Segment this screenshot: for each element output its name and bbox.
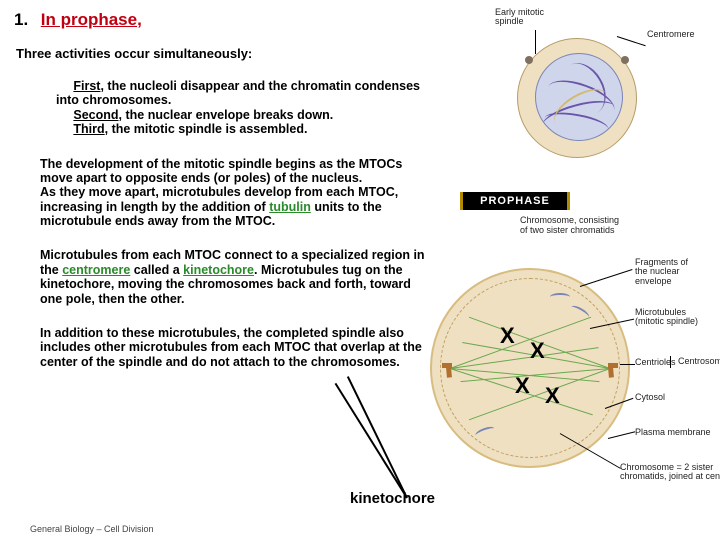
figure-prophase-large: X X X X Fragments of the nuclear envelop… xyxy=(430,258,710,508)
fig1-label-spindle: Early mitotic spindle xyxy=(495,8,565,27)
fig1-label-centromere: Centromere xyxy=(647,30,695,39)
fig2-label-chromosome: Chromosome = 2 sister chromatids, joined… xyxy=(620,463,720,482)
term-kinetochore: kinetochore xyxy=(183,263,254,277)
fig2-chromosome: X xyxy=(500,328,515,343)
kinetochore-pointer xyxy=(335,383,408,498)
prophase-banner: PROPHASE xyxy=(460,192,570,210)
title-number: 1. xyxy=(14,10,36,30)
fig1-nucleus xyxy=(535,53,623,141)
figure-prophase-small: Early mitotic spindle Centromere xyxy=(495,8,710,183)
fig2-chromosome: X xyxy=(530,343,545,358)
term-tubulin: tubulin xyxy=(269,200,311,214)
fig2-centriole xyxy=(608,367,614,377)
fig2-env-fragment xyxy=(550,293,570,301)
footer-text: General Biology – Cell Division xyxy=(30,524,154,534)
lead-second: Second xyxy=(73,108,118,122)
kinetochore-pointer xyxy=(347,376,408,498)
fig1-spindle-pole-left xyxy=(525,56,533,64)
fig2-chromosome: X xyxy=(515,378,530,393)
fig2-cell-inner xyxy=(440,278,620,458)
term-centromere: centromere xyxy=(62,263,130,277)
fig1-spindle-pole-right xyxy=(621,56,629,64)
fig2-label-fragments: Fragments of the nuclear envelope xyxy=(635,258,715,286)
fig2-label-cytosol: Cytosol xyxy=(635,393,715,402)
lead-first: First xyxy=(73,79,100,93)
fig1-caption: Chromosome, consisting of two sister chr… xyxy=(520,216,700,236)
kinetochore-label: kinetochore xyxy=(350,490,435,507)
fig2-label-plasma-membrane: Plasma membrane xyxy=(635,428,715,437)
title-text: In prophase, xyxy=(41,10,142,29)
fig2-label-microtubules: Microtubules (mitotic spindle) xyxy=(635,308,715,327)
lead-third: Third xyxy=(73,122,104,136)
fig2-chromosome: X xyxy=(545,388,560,403)
fig2-label-centrosome: Centrosome xyxy=(678,357,720,366)
fig2-centriole xyxy=(446,367,452,377)
